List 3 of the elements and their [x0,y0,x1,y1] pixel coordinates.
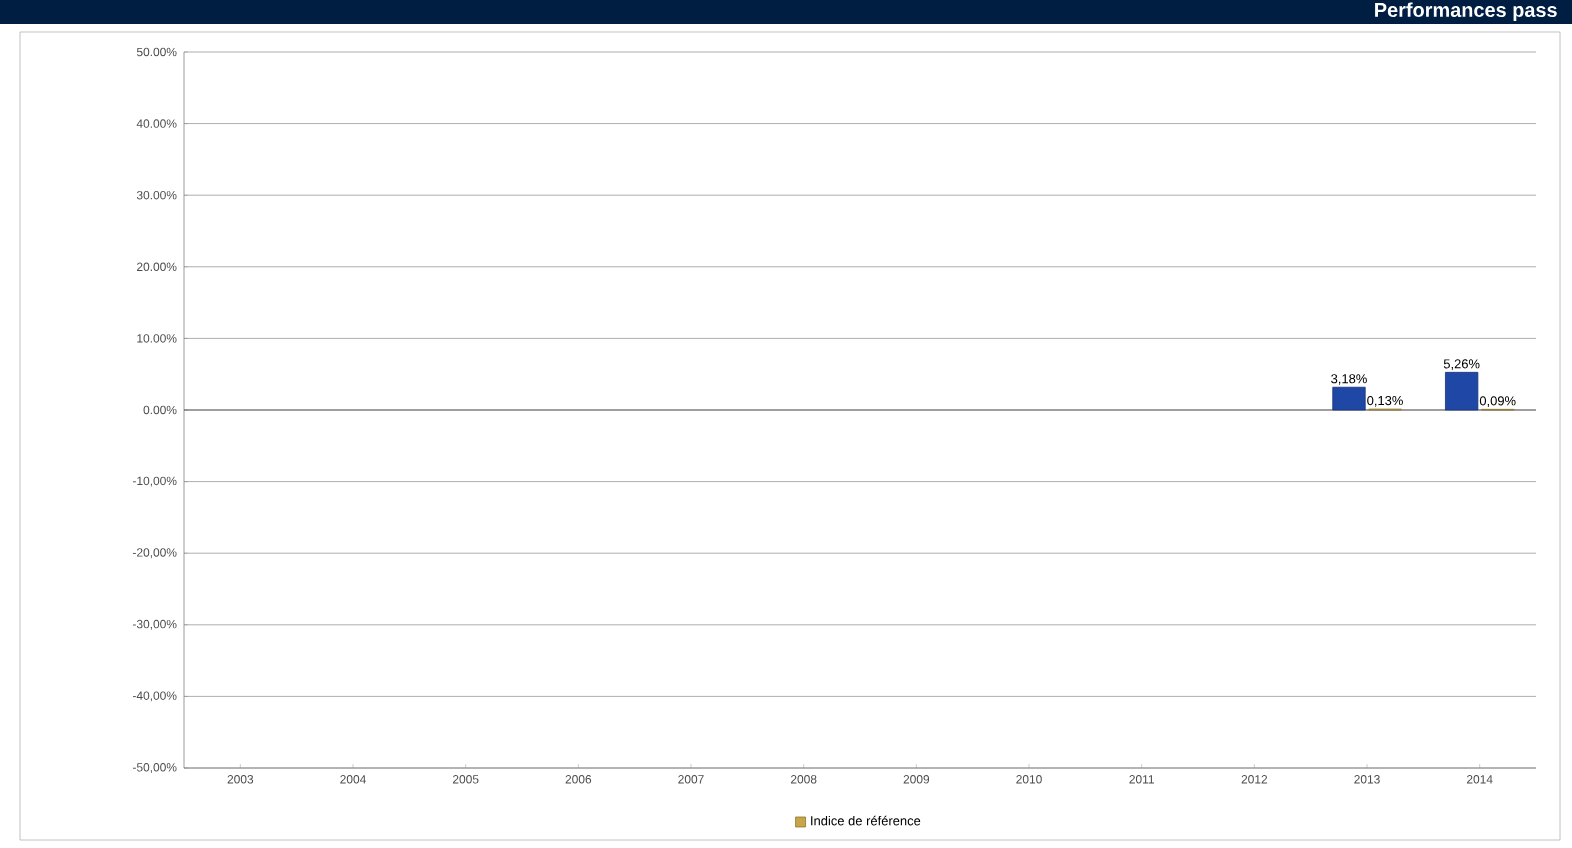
chart-title: Performances pass [1375,2,1557,21]
bar [1445,371,1479,411]
bar [1332,386,1366,411]
